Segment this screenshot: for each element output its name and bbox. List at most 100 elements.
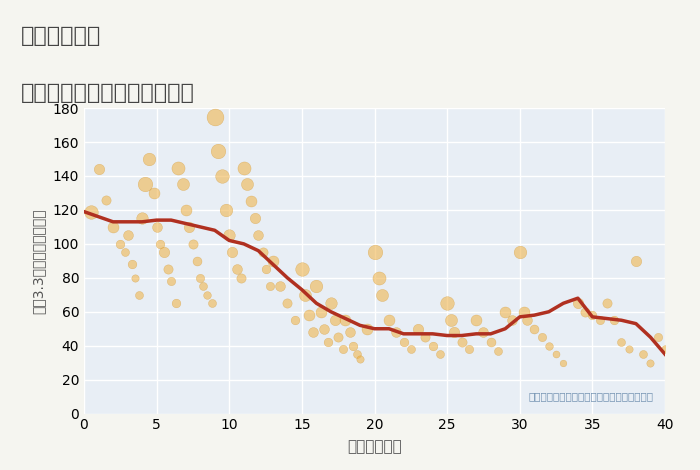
Point (192, 257, 203, 265)
Point (645, 359, 656, 367)
Point (384, 316, 395, 324)
X-axis label: 築年数（年）: 築年数（年） (347, 439, 402, 454)
Y-axis label: 坪（3.3㎡）単価（万円）: 坪（3.3㎡）単価（万円） (32, 208, 46, 313)
Text: 埼玉県八潮駅: 埼玉県八潮駅 (21, 26, 102, 46)
Point (405, 345, 416, 353)
Point (318, 325, 329, 332)
Point (337, 345, 348, 353)
Point (311, 282, 322, 290)
Point (478, 329, 489, 336)
Point (500, 308, 511, 315)
Point (594, 316, 606, 324)
Point (188, 240, 199, 248)
Point (202, 291, 213, 298)
Point (514, 249, 525, 256)
Point (250, 215, 261, 222)
Point (601, 299, 612, 307)
Point (446, 316, 457, 324)
Point (299, 291, 310, 298)
Point (616, 338, 627, 346)
Point (220, 206, 232, 214)
Point (376, 291, 387, 298)
Point (543, 342, 554, 350)
Point (238, 164, 249, 171)
Point (463, 345, 475, 353)
Point (134, 291, 145, 298)
Point (536, 334, 547, 341)
Point (308, 329, 319, 336)
Point (412, 325, 423, 332)
Point (340, 316, 351, 324)
Point (267, 257, 279, 265)
Point (246, 198, 257, 205)
Point (195, 274, 206, 282)
Point (281, 299, 293, 307)
Point (373, 274, 384, 282)
Point (144, 155, 155, 163)
Point (257, 249, 268, 256)
Point (434, 351, 445, 358)
Point (638, 351, 649, 358)
Point (354, 355, 365, 363)
Point (659, 345, 671, 353)
Point (296, 266, 307, 273)
Point (391, 329, 402, 336)
Point (130, 274, 141, 282)
Point (492, 347, 503, 354)
Point (528, 325, 540, 332)
Point (183, 223, 194, 231)
Point (85, 208, 97, 215)
Point (177, 180, 188, 188)
Point (323, 338, 334, 346)
Point (119, 249, 130, 256)
Point (173, 164, 184, 171)
Point (115, 240, 126, 248)
Point (197, 282, 209, 290)
Point (304, 312, 315, 319)
Point (485, 338, 496, 346)
Point (347, 342, 358, 350)
Point (326, 299, 337, 307)
Point (332, 334, 344, 341)
Point (330, 316, 341, 324)
Point (631, 257, 642, 265)
Point (148, 189, 160, 197)
Point (180, 206, 191, 214)
Point (420, 334, 431, 341)
Point (315, 308, 326, 315)
Point (573, 299, 584, 307)
Point (427, 342, 438, 350)
Point (470, 316, 482, 324)
Point (231, 266, 242, 273)
Point (587, 312, 598, 319)
Point (398, 338, 409, 346)
Point (253, 232, 264, 239)
Point (170, 299, 181, 307)
Point (158, 249, 169, 256)
Point (154, 240, 165, 248)
Point (580, 308, 591, 315)
Point (151, 223, 162, 231)
Point (369, 249, 380, 256)
Point (274, 282, 286, 290)
Point (362, 325, 373, 332)
Point (162, 266, 174, 273)
Point (216, 172, 228, 180)
Point (456, 338, 468, 346)
Point (519, 308, 530, 315)
Text: 円の大きさは、取引のあった物件面積を示す: 円の大きさは、取引のあった物件面積を示す (528, 392, 653, 401)
Point (224, 232, 235, 239)
Point (623, 345, 634, 353)
Point (108, 223, 119, 231)
Point (165, 277, 176, 285)
Point (227, 249, 238, 256)
Point (449, 329, 460, 336)
Point (212, 147, 223, 154)
Point (442, 299, 453, 307)
Point (289, 316, 300, 324)
Point (558, 359, 569, 367)
Point (550, 351, 561, 358)
Point (265, 282, 276, 290)
Point (652, 334, 664, 341)
Point (126, 260, 137, 268)
